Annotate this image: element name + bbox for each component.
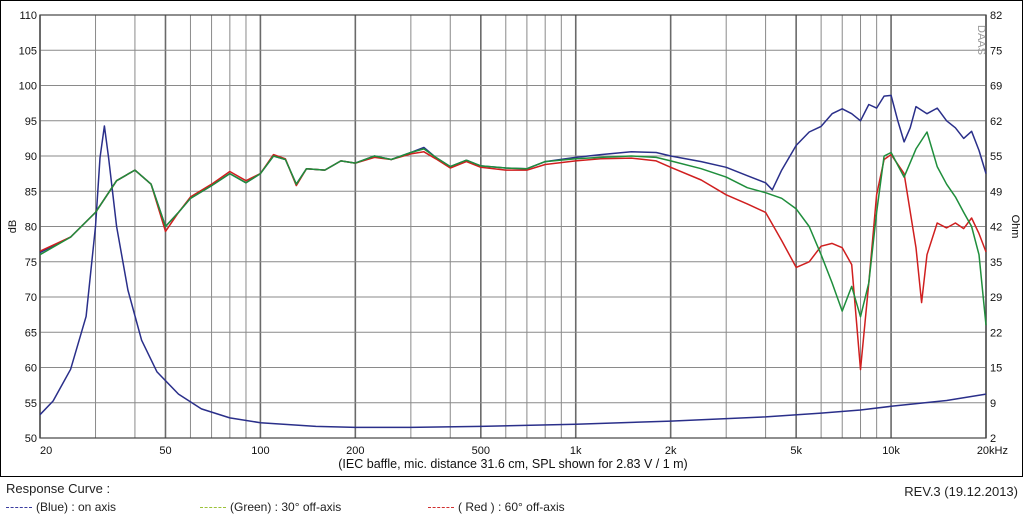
- y2-axis-title: Ohm: [1009, 215, 1021, 239]
- y2-tick-label: 22: [990, 327, 1002, 339]
- y-tick-label: 110: [19, 10, 37, 22]
- x-tick-label: 5k: [790, 445, 802, 457]
- outer-frame: [0, 0, 1023, 477]
- series-group: [39, 94, 987, 429]
- y-tick-label: 95: [25, 116, 37, 128]
- y-tick-label: 65: [25, 327, 37, 339]
- x-tick-label: 100: [251, 445, 269, 457]
- legend-heading: Response Curve :: [6, 481, 111, 496]
- plot-frame: [39, 14, 987, 439]
- series-line-2: [39, 151, 987, 371]
- y2-tick-label: 69: [990, 81, 1002, 93]
- chart-svg: 5055606570758085909510010511029152229354…: [0, 0, 1023, 477]
- legend-swatch-blue: [6, 506, 32, 508]
- x-tick-label: 20kHz: [977, 445, 1008, 457]
- legend-label-red: ( Red ) : 60° off-axis: [458, 500, 565, 514]
- legend-label-blue: (Blue) : on axis: [36, 500, 117, 514]
- y2-tick-label: 75: [990, 45, 1002, 57]
- y-tick-label: 80: [25, 222, 37, 234]
- x-tick-label: 20: [40, 445, 52, 457]
- x-tick-label: 10k: [882, 445, 900, 457]
- y-tick-label: 60: [25, 363, 37, 375]
- y2-tick-label: 15: [990, 363, 1002, 375]
- x-tick-label: 500: [472, 445, 490, 457]
- legend-item-red: ( Red ) : 60° off-axis: [428, 500, 565, 514]
- x-tick-label: 2k: [665, 445, 677, 457]
- x-axis: 20 50 100 200 500 1k 2k 5k 10k 20kHz: [40, 445, 1008, 457]
- series-line-3: [39, 125, 987, 429]
- y2-tick-label: 29: [990, 292, 1002, 304]
- y-tick-label: 50: [25, 433, 37, 445]
- y-axis-title: dB: [7, 220, 19, 233]
- legend-swatch-green: [200, 506, 226, 508]
- y-tick-label: 100: [19, 81, 37, 93]
- x-tick-label: 50: [159, 445, 171, 457]
- legend-item-green: (Green) : 30° off-axis: [200, 500, 341, 514]
- legend-label-green: (Green) : 30° off-axis: [230, 500, 342, 514]
- y-tick-label: 75: [25, 257, 37, 269]
- x-tick-label: 1k: [570, 445, 582, 457]
- legend-swatch-red: [428, 506, 454, 508]
- y2-tick-label: 62: [990, 116, 1002, 128]
- y2-tick-label: 82: [990, 10, 1002, 22]
- y-tick-label: 90: [25, 151, 37, 163]
- y-tick-label: 105: [19, 45, 37, 57]
- y-tick-label: 55: [25, 398, 37, 410]
- legend-item-blue: (Blue) : on axis: [6, 500, 116, 514]
- x-axis-title: (IEC baffle, mic. distance 31.6 cm, SPL …: [338, 457, 687, 471]
- y2-tick-label: 35: [990, 257, 1002, 269]
- y-tick-label: 70: [25, 292, 37, 304]
- y2-tick-label: 2: [990, 433, 996, 445]
- x-tick-label: 200: [346, 445, 364, 457]
- series-line-1: [39, 131, 987, 326]
- y-tick-label: 85: [25, 186, 37, 198]
- y-axis-left: 50 55 60 65 70 75 80 85 90 95 100 105 110: [19, 10, 37, 445]
- y2-tick-label: 9: [990, 398, 996, 410]
- y2-tick-label: 49: [990, 186, 1002, 198]
- watermark-text: DAAS: [975, 25, 987, 55]
- y2-tick-label: 42: [990, 222, 1002, 234]
- y2-tick-label: 55: [990, 151, 1002, 163]
- revision-label: REV.3 (19.12.2013): [904, 484, 1018, 499]
